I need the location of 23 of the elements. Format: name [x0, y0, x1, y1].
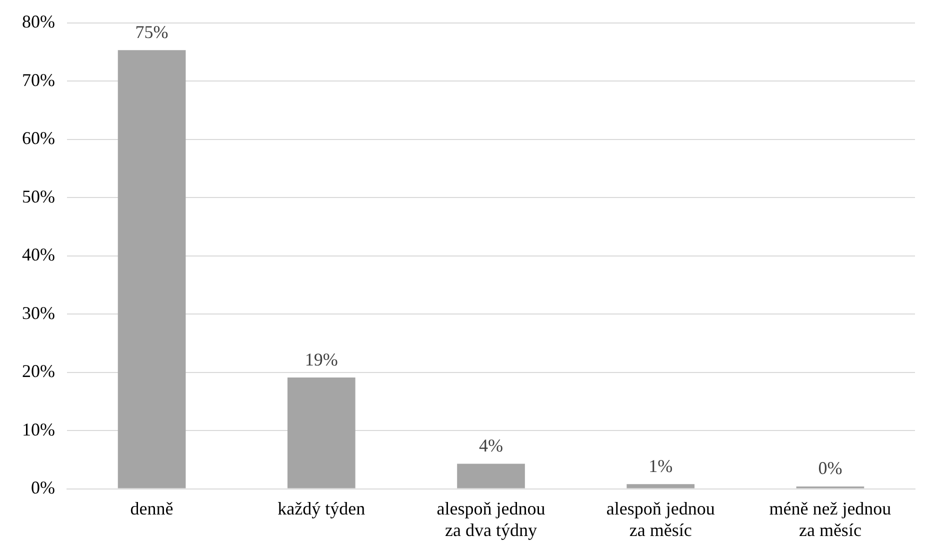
y-tick-label: 60%: [22, 128, 55, 148]
y-tick-label: 10%: [22, 419, 55, 440]
y-tick-label: 70%: [22, 70, 55, 90]
y-tick-label: 30%: [22, 302, 55, 323]
bar: [457, 464, 525, 488]
x-tick-label: alespoň jednou za dva týdny: [436, 498, 546, 540]
bar: [287, 378, 356, 488]
y-tick-label: 80%: [22, 12, 55, 32]
data-label: 1%: [648, 456, 673, 476]
x-tick-label: alespoň jednou za měsíc: [606, 498, 715, 540]
bar: [626, 484, 695, 488]
y-tick-label: 20%: [22, 361, 55, 382]
y-tick-label: 40%: [22, 244, 55, 265]
x-tick-label: méně než jednou za měsíc: [769, 498, 892, 540]
data-label: 19%: [304, 349, 338, 370]
data-label: 75%: [135, 22, 168, 42]
x-tick-label: denně: [130, 498, 174, 518]
data-label: 4%: [478, 435, 503, 456]
data-label: 0%: [818, 458, 842, 478]
x-tick-label: každý týden: [278, 498, 366, 518]
bar: [118, 50, 186, 488]
y-tick-label: 0%: [30, 478, 55, 498]
y-tick-label: 50%: [22, 186, 55, 206]
